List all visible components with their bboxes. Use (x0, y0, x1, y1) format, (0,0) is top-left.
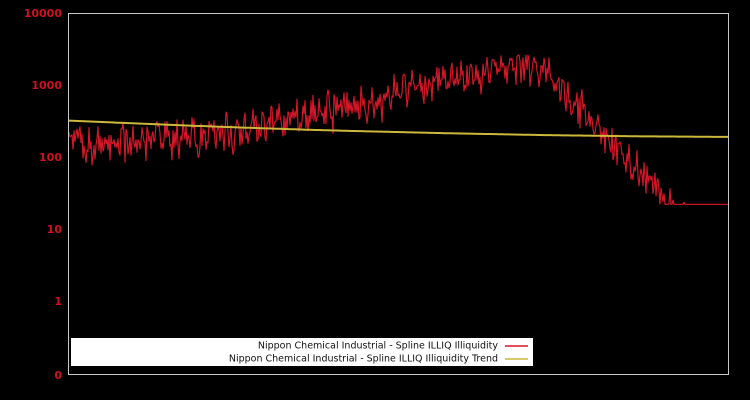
legend-background (71, 338, 533, 366)
y-tick-0: 0 (54, 369, 62, 382)
legend-label-illiquidity: Nippon Chemical Industrial - Spline ILLI… (258, 341, 498, 352)
y-tick-10: 10 (47, 223, 63, 236)
chart-legend: Nippon Chemical Industrial - Spline ILLI… (71, 338, 533, 366)
y-axis-tick-labels: 10000 1000 100 10 1 0 (24, 7, 63, 382)
y-tick-10000: 10000 (24, 7, 63, 20)
y-tick-100: 100 (39, 151, 62, 164)
plot-series-group (68, 54, 729, 205)
illiquidity-series-line (68, 54, 729, 205)
illiquidity-trend-line (68, 119, 729, 138)
plot-frame (68, 13, 729, 375)
y-tick-1: 1 (54, 295, 62, 308)
y-tick-1000: 1000 (31, 79, 62, 92)
legend-label-illiquidity-trend: Nippon Chemical Industrial - Spline ILLI… (229, 354, 498, 365)
